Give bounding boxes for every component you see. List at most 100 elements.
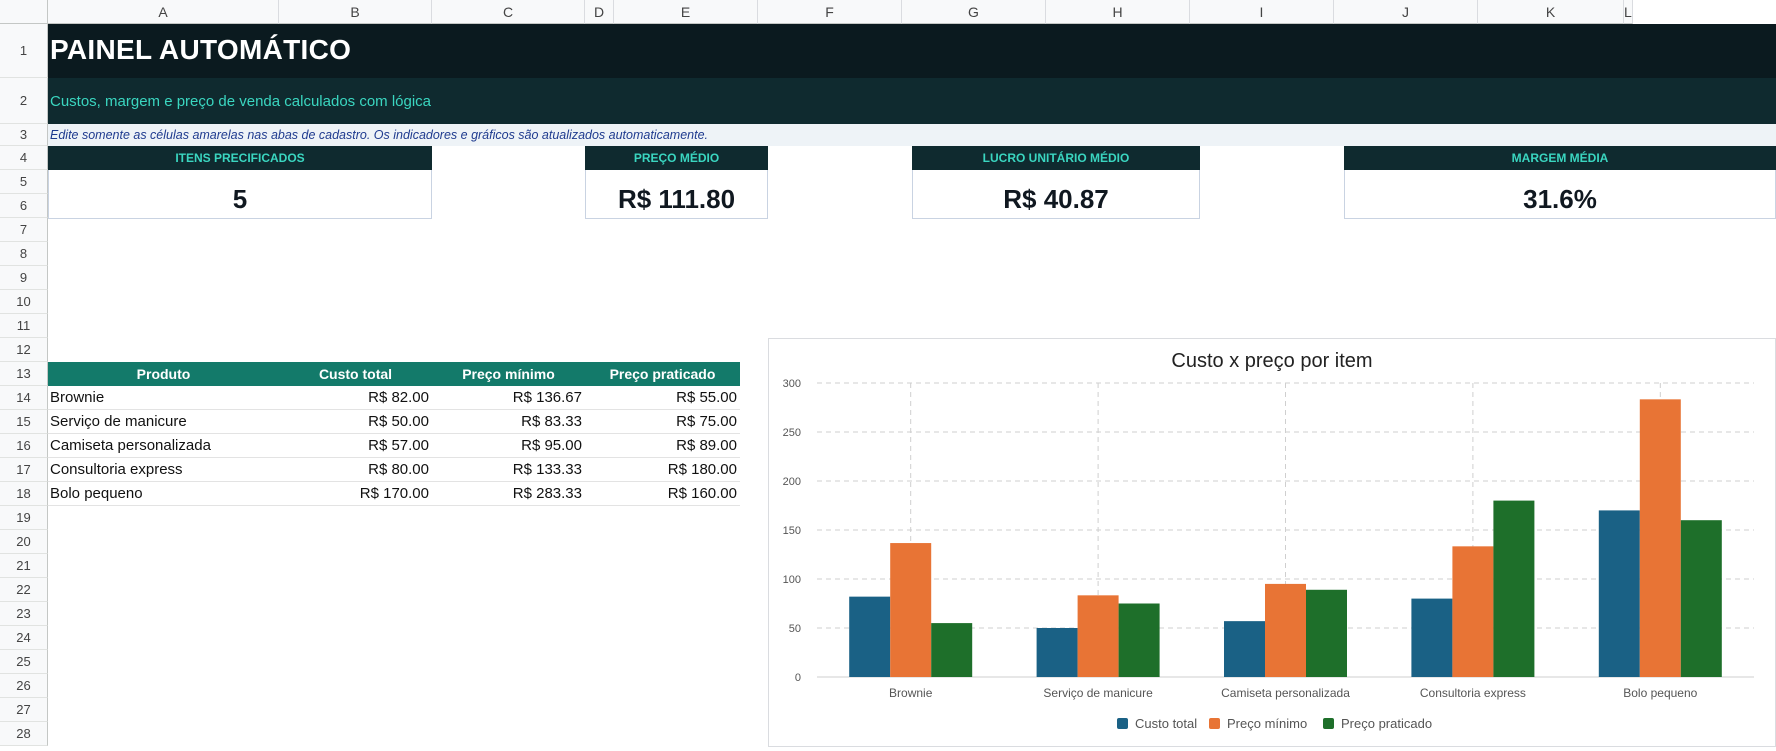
bar-preco-minimo[interactable] — [1077, 595, 1119, 677]
kpi-value-avg-profit[interactable]: R$ 40.87 — [912, 170, 1200, 219]
total-cost-cell[interactable]: R$ 170.00 — [279, 482, 432, 506]
row-header-1[interactable]: 1 — [0, 24, 48, 78]
legend-swatch[interactable] — [1117, 718, 1128, 729]
column-header-b[interactable]: B — [279, 0, 432, 24]
bar-preco-minimo[interactable] — [1452, 546, 1494, 677]
row-header-13[interactable]: 13 — [0, 362, 48, 386]
min-price-cell[interactable]: R$ 83.33 — [432, 410, 585, 434]
legend-swatch[interactable] — [1209, 718, 1220, 729]
row-header-18[interactable]: 18 — [0, 482, 48, 506]
total-cost-cell[interactable]: R$ 80.00 — [279, 458, 432, 482]
min-price-cell[interactable]: R$ 136.67 — [432, 386, 585, 410]
column-header-e[interactable]: E — [614, 0, 758, 24]
row-header-12[interactable]: 12 — [0, 338, 48, 362]
product-cell[interactable]: Bolo pequeno — [48, 482, 279, 506]
dashboard-title[interactable]: PAINEL AUTOMÁTICO — [50, 34, 352, 65]
actual-price-cell[interactable]: R$ 180.00 — [585, 458, 740, 482]
x-category-label: Consultoria express — [1420, 686, 1526, 700]
bar-custo-total[interactable] — [1036, 628, 1078, 677]
bar-preco-praticado[interactable] — [1493, 500, 1535, 677]
actual-price-cell[interactable]: R$ 160.00 — [585, 482, 740, 506]
column-header-j[interactable]: J — [1334, 0, 1478, 24]
kpi-value-avg-price[interactable]: R$ 111.80 — [585, 170, 768, 219]
instruction-note[interactable]: Edite somente as células amarelas nas ab… — [50, 128, 709, 142]
bar-custo-total[interactable] — [1224, 621, 1265, 677]
row-header-17[interactable]: 17 — [0, 458, 48, 482]
actual-price-cell[interactable]: R$ 89.00 — [585, 434, 740, 458]
bar-preco-minimo[interactable] — [1265, 583, 1306, 677]
column-header-d[interactable]: D — [585, 0, 614, 24]
min-price-cell[interactable]: R$ 283.33 — [432, 482, 585, 506]
min-price-cell[interactable]: R$ 133.33 — [432, 458, 585, 482]
row-header-23[interactable]: 23 — [0, 602, 48, 626]
dashboard-subtitle[interactable]: Custos, margem e preço de venda calculad… — [50, 93, 432, 110]
row-header-24[interactable]: 24 — [0, 626, 48, 650]
kpi-label-avg-profit[interactable]: LUCRO UNITÁRIO MÉDIO — [912, 146, 1200, 170]
row-header-10[interactable]: 10 — [0, 290, 48, 314]
legend-label[interactable]: Preço praticado — [1341, 716, 1432, 731]
row-header-8[interactable]: 8 — [0, 242, 48, 266]
product-cell[interactable]: Brownie — [48, 386, 279, 410]
row-header-6[interactable]: 6 — [0, 194, 48, 218]
product-cell[interactable]: Camiseta personalizada — [48, 434, 279, 458]
bar-preco-minimo[interactable] — [1639, 399, 1681, 677]
row-header-25[interactable]: 25 — [0, 650, 48, 674]
table-header-total-cost[interactable]: Custo total — [279, 362, 432, 386]
kpi-value-items[interactable]: 5 — [48, 170, 432, 219]
min-price-cell[interactable]: R$ 95.00 — [432, 434, 585, 458]
table-header-min-price[interactable]: Preço mínimo — [432, 362, 585, 386]
column-header-l[interactable]: L — [1624, 0, 1633, 24]
bar-preco-praticado[interactable] — [1680, 520, 1722, 677]
total-cost-cell[interactable]: R$ 57.00 — [279, 434, 432, 458]
kpi-value-avg-margin[interactable]: 31.6% — [1344, 170, 1776, 219]
bar-custo-total[interactable] — [849, 596, 891, 677]
kpi-label-avg-margin[interactable]: MARGEM MÉDIA — [1344, 146, 1776, 170]
bar-chart[interactable]: Custo x preço por item Brownie Serviço de… — [769, 339, 1775, 746]
row-header-14[interactable]: 14 — [0, 386, 48, 410]
row-header-3[interactable]: 3 — [0, 124, 48, 146]
total-cost-cell[interactable]: R$ 50.00 — [279, 410, 432, 434]
row-header-19[interactable]: 19 — [0, 506, 48, 530]
row-header-4[interactable]: 4 — [0, 146, 48, 170]
column-header-g[interactable]: G — [902, 0, 1046, 24]
bar-custo-total[interactable] — [1598, 510, 1640, 677]
kpi-label-avg-price[interactable]: PREÇO MÉDIO — [585, 146, 768, 170]
row-header-2[interactable]: 2 — [0, 78, 48, 124]
bar-preco-praticado[interactable] — [1306, 589, 1347, 677]
column-header-k[interactable]: K — [1478, 0, 1624, 24]
actual-price-cell[interactable]: R$ 55.00 — [585, 386, 740, 410]
total-cost-cell[interactable]: R$ 82.00 — [279, 386, 432, 410]
bar-custo-total[interactable] — [1411, 598, 1453, 677]
select-all-corner[interactable] — [0, 0, 48, 24]
table-header-product[interactable]: Produto — [48, 362, 279, 386]
bar-preco-praticado[interactable] — [1118, 603, 1160, 678]
row-header-16[interactable]: 16 — [0, 434, 48, 458]
column-header-h[interactable]: H — [1046, 0, 1190, 24]
row-header-22[interactable]: 22 — [0, 578, 48, 602]
actual-price-cell[interactable]: R$ 75.00 — [585, 410, 740, 434]
legend-label[interactable]: Custo total — [1135, 716, 1197, 731]
legend-label[interactable]: Preço mínimo — [1227, 716, 1307, 731]
column-header-i[interactable]: I — [1190, 0, 1334, 24]
column-header-a[interactable]: A — [48, 0, 279, 24]
product-cell[interactable]: Serviço de manicure — [48, 410, 279, 434]
row-header-26[interactable]: 26 — [0, 674, 48, 698]
row-header-7[interactable]: 7 — [0, 218, 48, 242]
row-header-28[interactable]: 28 — [0, 722, 48, 746]
row-header-20[interactable]: 20 — [0, 530, 48, 554]
row-header-21[interactable]: 21 — [0, 554, 48, 578]
row-header-27[interactable]: 27 — [0, 698, 48, 722]
column-header-c[interactable]: C — [432, 0, 585, 24]
row-header-11[interactable]: 11 — [0, 314, 48, 338]
row-header-5[interactable]: 5 — [0, 170, 48, 194]
product-cell[interactable]: Consultoria express — [48, 458, 279, 482]
column-header-f[interactable]: F — [758, 0, 902, 24]
row-header-15[interactable]: 15 — [0, 410, 48, 434]
kpi-label-items[interactable]: ITENS PRECIFICADOS — [48, 146, 432, 170]
bar-preco-minimo[interactable] — [890, 543, 932, 677]
bar-preco-praticado[interactable] — [931, 623, 973, 677]
chart-container[interactable]: Custo x preço por item Brownie Serviço de… — [768, 338, 1776, 747]
row-header-9[interactable]: 9 — [0, 266, 48, 290]
legend-swatch[interactable] — [1323, 718, 1334, 729]
table-header-actual-price[interactable]: Preço praticado — [585, 362, 740, 386]
